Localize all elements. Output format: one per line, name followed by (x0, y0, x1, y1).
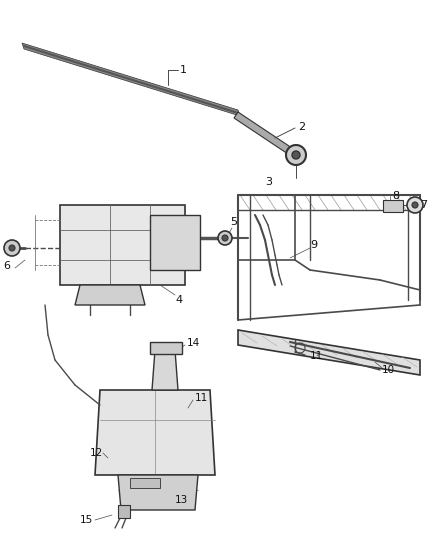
Text: 3: 3 (265, 177, 272, 187)
Text: 11: 11 (195, 393, 208, 403)
Polygon shape (238, 330, 420, 375)
Polygon shape (95, 390, 215, 475)
Text: 13: 13 (175, 495, 188, 505)
Text: 11: 11 (310, 351, 323, 361)
Text: 1: 1 (180, 65, 187, 75)
Circle shape (407, 197, 423, 213)
Polygon shape (118, 505, 130, 518)
Polygon shape (234, 112, 298, 158)
Text: 12: 12 (90, 448, 103, 458)
Text: 7: 7 (420, 200, 427, 210)
Polygon shape (152, 350, 178, 390)
Polygon shape (22, 43, 240, 116)
Polygon shape (118, 475, 198, 510)
Text: 6: 6 (3, 261, 10, 271)
Circle shape (292, 151, 300, 159)
Text: 4: 4 (175, 295, 182, 305)
Text: 5: 5 (230, 217, 237, 227)
Bar (130, 478, 160, 488)
Polygon shape (60, 205, 185, 285)
Text: 8: 8 (392, 191, 399, 201)
Text: 10: 10 (382, 365, 395, 375)
Circle shape (412, 202, 418, 208)
Text: 14: 14 (187, 338, 200, 348)
Circle shape (222, 235, 228, 241)
Circle shape (9, 245, 15, 251)
Circle shape (218, 231, 232, 245)
Bar (150, 342, 182, 354)
Text: 2: 2 (298, 122, 305, 132)
Polygon shape (75, 285, 145, 305)
Circle shape (4, 240, 20, 256)
Circle shape (286, 145, 306, 165)
Polygon shape (150, 215, 200, 270)
Bar (383, 200, 403, 212)
Text: 9: 9 (310, 240, 317, 250)
Text: 15: 15 (80, 515, 93, 525)
